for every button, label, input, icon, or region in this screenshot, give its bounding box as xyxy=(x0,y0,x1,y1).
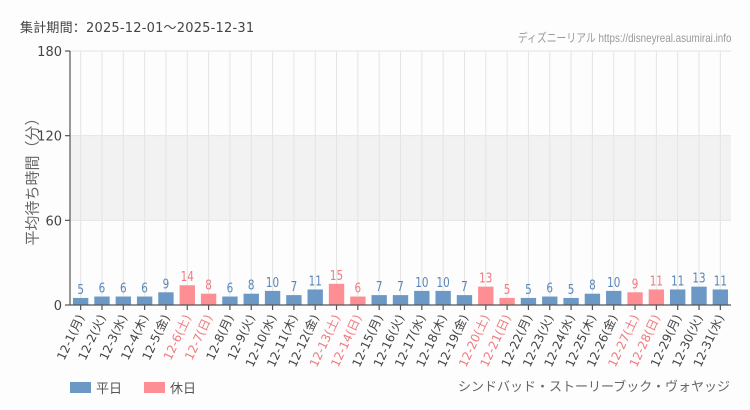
bar-value-label: 15 xyxy=(330,268,343,283)
bar-value-label: 5 xyxy=(504,282,511,297)
bar-value-label: 9 xyxy=(632,276,639,291)
bar-weekday xyxy=(371,295,387,305)
x-tick-labels: 12-1(月)12-2(火)12-3(水)12-4(木)12-5(金)12-6(… xyxy=(54,312,727,369)
bar-weekday xyxy=(94,296,110,305)
bar-value-label: 5 xyxy=(568,282,575,297)
grid-lines xyxy=(70,50,731,305)
bar-holiday xyxy=(627,292,643,305)
bar-holiday xyxy=(648,289,665,305)
bar-weekday xyxy=(606,290,622,305)
y-tick-label: 0 xyxy=(54,299,62,314)
axes xyxy=(65,50,731,310)
bar-value-label: 6 xyxy=(227,280,234,295)
legend: 平日 休日 xyxy=(70,378,218,397)
bar-value-label: 6 xyxy=(120,280,127,295)
bar-weekday xyxy=(222,296,238,305)
bar-value-label: 6 xyxy=(355,280,362,295)
bar-value-label: 5 xyxy=(77,282,84,297)
bar-weekday xyxy=(691,286,707,305)
y-tick-label: 120 xyxy=(37,130,62,145)
bar-value-label: 10 xyxy=(607,275,620,290)
site-credit: ディズニーリアル https://disneyreal.asumirai.inf… xyxy=(517,31,731,45)
bar-weekday xyxy=(712,289,729,305)
bar-weekday xyxy=(136,296,153,305)
legend-label-holiday: 休日 xyxy=(170,382,197,397)
bar-weekday xyxy=(307,289,323,305)
bar-value-label: 6 xyxy=(99,280,106,295)
bar-weekday xyxy=(456,295,473,305)
bar-value-label: 14 xyxy=(181,269,194,284)
bar-value-label: 10 xyxy=(266,275,279,290)
bar-holiday xyxy=(200,293,217,305)
bar-value-label: 7 xyxy=(397,279,404,294)
period-label: 集計期間：2025-12-01～2025-12-31 xyxy=(20,21,255,36)
bar-holiday xyxy=(328,283,345,305)
bar-value-label: 6 xyxy=(546,280,553,295)
bar-value-label: 7 xyxy=(291,279,298,294)
bar-holiday xyxy=(179,285,195,305)
bar-value-label: 8 xyxy=(248,278,255,293)
bar-weekday xyxy=(670,289,686,305)
bar-weekday xyxy=(264,290,281,305)
bar-value-label: 8 xyxy=(205,278,212,293)
bar-value-label: 11 xyxy=(714,273,727,288)
bar-value-label: 7 xyxy=(376,279,383,294)
bars xyxy=(72,283,729,305)
bar-value-label: 11 xyxy=(671,273,684,288)
bar-weekday xyxy=(72,297,89,305)
legend-item-holiday: 休日 xyxy=(144,378,196,397)
bar-weekday xyxy=(563,297,579,305)
bar-value-label: 8 xyxy=(589,278,596,293)
bar-value-label: 7 xyxy=(461,279,468,294)
bar-value-label: 9 xyxy=(163,276,170,291)
bar-value-label: 11 xyxy=(650,273,663,288)
legend-swatch-holiday xyxy=(144,382,166,393)
y-tick-label: 180 xyxy=(37,45,62,60)
bar-holiday xyxy=(350,296,366,305)
y-tick-labels: 0 60 120 180 xyxy=(37,45,62,314)
bar-value-label: 10 xyxy=(415,275,428,290)
bar-value-label: 13 xyxy=(692,271,705,286)
bar-weekday xyxy=(243,293,259,305)
bar-value-label: 6 xyxy=(141,280,148,295)
bar-holiday xyxy=(499,297,515,305)
legend-swatch-weekday xyxy=(70,382,91,393)
bar-weekday xyxy=(542,296,558,305)
y-tick-label: 60 xyxy=(45,214,62,229)
bar-weekday xyxy=(115,296,131,305)
bar-value-label: 10 xyxy=(437,275,450,290)
bar-weekday xyxy=(584,293,601,305)
bar-value-label: 11 xyxy=(309,273,322,288)
bar-value-label: 5 xyxy=(525,282,532,297)
bar-weekday xyxy=(286,295,302,305)
bar-weekday xyxy=(158,292,174,305)
attraction-name: シンドバッド・ストーリーブック・ヴォヤッジ xyxy=(458,380,730,395)
bar-value-label: 13 xyxy=(479,271,492,286)
legend-label-weekday: 平日 xyxy=(96,382,123,397)
bar-weekday xyxy=(414,290,430,305)
bar-weekday xyxy=(392,295,409,305)
bar-weekday xyxy=(520,297,537,305)
bar-holiday xyxy=(478,286,494,305)
bar-weekday xyxy=(435,290,451,305)
legend-item-weekday: 平日 xyxy=(70,378,122,397)
